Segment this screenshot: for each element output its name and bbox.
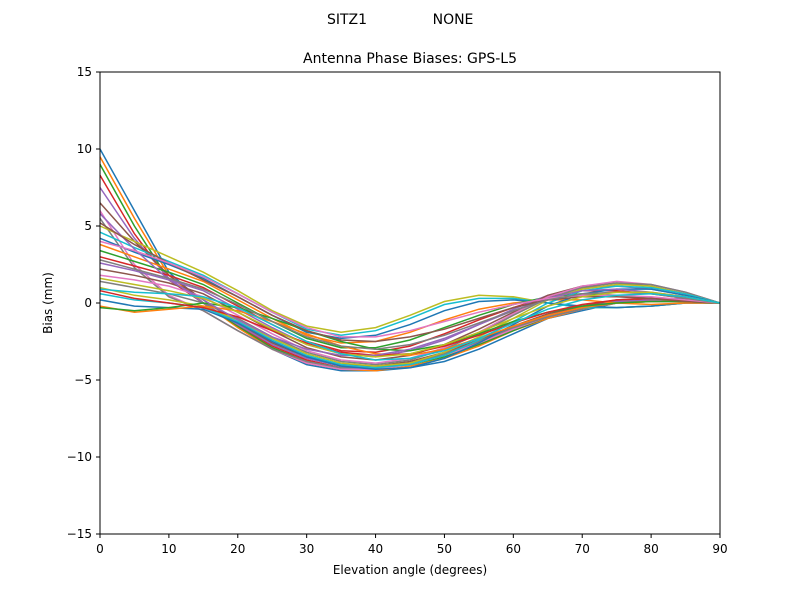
- series-line-25: [99, 213, 721, 357]
- series-line-23: [99, 300, 721, 352]
- series-line-14: [99, 256, 721, 354]
- x-tick-label: 70: [575, 542, 590, 556]
- x-tick-label: 10: [161, 542, 176, 556]
- series-line-26: [99, 222, 721, 343]
- x-tick-label: 30: [299, 542, 314, 556]
- series-line-29: [99, 277, 721, 358]
- x-tick-label: 90: [712, 542, 727, 556]
- series-line-11: [99, 237, 720, 340]
- suptitle-site: SITZ1: [327, 12, 367, 28]
- x-tick-label: 40: [368, 542, 383, 556]
- y-tick-label: −10: [67, 450, 92, 464]
- y-tick-label: 15: [77, 65, 92, 79]
- series-line-9: [99, 225, 720, 334]
- x-tick-label: 80: [643, 542, 658, 556]
- y-tick-label: −15: [67, 527, 92, 541]
- x-tick-label: 20: [230, 542, 245, 556]
- x-tick-label: 0: [96, 542, 104, 556]
- x-tick-label: 50: [437, 542, 452, 556]
- y-tick-label: 10: [77, 142, 92, 156]
- y-tick-label: 5: [84, 219, 92, 233]
- x-tick-label: 60: [506, 542, 521, 556]
- y-tick-label: −5: [74, 373, 92, 387]
- x-axis-label: Elevation angle (degrees): [333, 563, 487, 577]
- x-axis: 0 10 20 30 40 50 60 70 80 90: [96, 534, 728, 556]
- series-line-2: [99, 156, 721, 372]
- y-axis-label: Bias (mm): [41, 272, 55, 334]
- chart-title: Antenna Phase Biases: GPS-L5: [303, 51, 517, 67]
- y-tick-label: 0: [84, 296, 92, 310]
- series-line-30: [99, 288, 721, 361]
- series-line-22: [99, 300, 721, 357]
- series-lines: [99, 148, 721, 372]
- y-axis: −15 −10 −5 0 5 10 15: [67, 65, 100, 541]
- suptitle-radome: NONE: [433, 12, 474, 28]
